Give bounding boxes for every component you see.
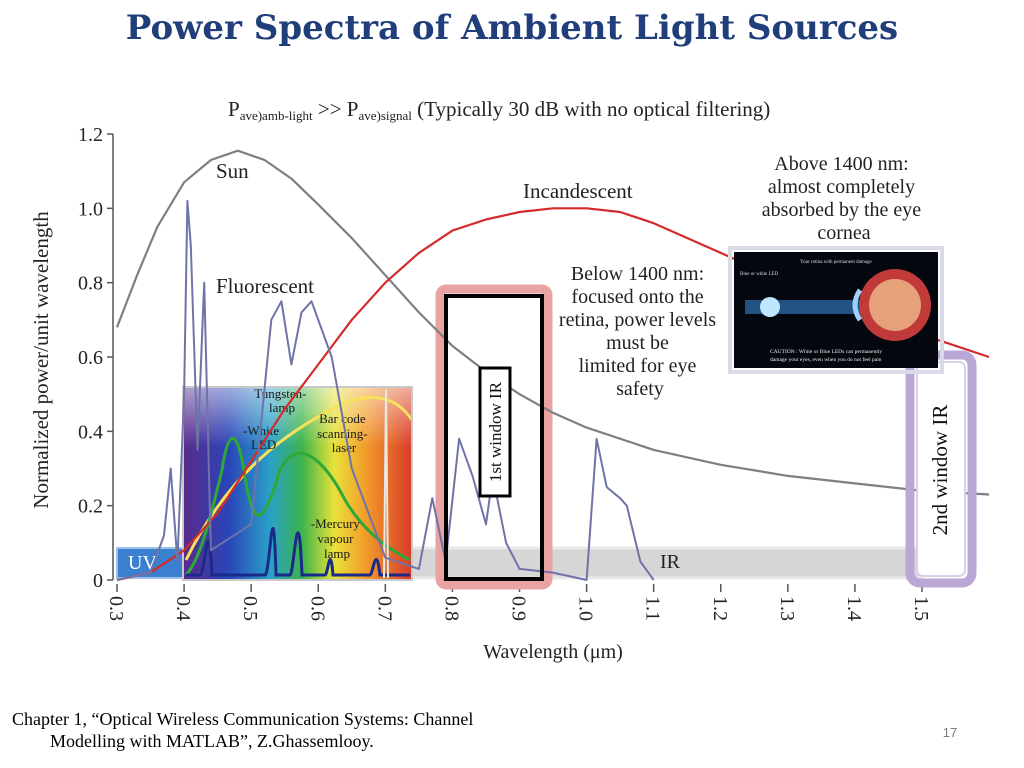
x-tick-label: 0.7 <box>373 596 395 621</box>
ir-band-label: IR <box>660 551 681 573</box>
inset-tungsten-curve <box>184 395 414 561</box>
x-tick-label: 0.6 <box>306 596 328 621</box>
eye-caution: CAUTION : White or Blue LEDs can permane… <box>770 349 884 363</box>
inset-white-led-curve <box>184 436 411 577</box>
header-equation: Pave)amb-light >> Pave)signal (Typically… <box>228 97 770 123</box>
ir-band <box>408 546 924 580</box>
x-tick-label: 1.0 <box>575 596 597 621</box>
y-tick-label: 0.6 <box>78 347 103 369</box>
inset-border <box>182 386 413 581</box>
series-label-fluorescent: Fluorescent <box>216 274 314 298</box>
window1-glow <box>435 284 553 590</box>
eye-caption-led: Blue or white LED <box>740 272 779 277</box>
x-tick-label: 1.2 <box>709 596 731 621</box>
eye-image-glow <box>728 246 944 374</box>
spectrum-figure: Pave)amb-light >> Pave)signal (Typically… <box>29 97 990 663</box>
eye-caption-top: Your retina with permanent damage <box>800 260 872 265</box>
x-tick-label: 0.5 <box>239 596 261 621</box>
x-axis-title: Wavelength (μm) <box>483 641 623 663</box>
x-tick-label: 0.3 <box>105 596 127 621</box>
eq-s1: ave)amb-light <box>240 108 313 123</box>
window1-label: 1st window IR <box>486 381 505 482</box>
eq-op: >> <box>313 97 347 121</box>
eq-p1: P <box>228 97 240 121</box>
eq-p2: P <box>347 97 359 121</box>
window2-label: 2nd window IR <box>928 405 952 536</box>
window1-frame <box>444 294 544 581</box>
x-tick-label: 0.9 <box>508 596 530 621</box>
caption-line-2: Modelling with MATLAB”, Z.Ghassemlooy. <box>50 731 374 751</box>
y-tick-label: 1.2 <box>78 124 103 146</box>
series-label-sun: Sun <box>216 159 249 183</box>
eq-note: (Typically 30 dB with no optical filteri… <box>412 97 770 121</box>
light-source-inset: Tungsten- lamp -White LED Bar code scann… <box>182 386 414 581</box>
slide-title: Power Spectra of Ambient Light Sources <box>125 8 899 48</box>
annotation-above-1400: Above 1400 nm: almost completely absorbe… <box>762 153 926 244</box>
led-light <box>760 297 780 317</box>
caption-line-1: Chapter 1, “Optical Wireless Communicati… <box>12 709 474 729</box>
x-tick-label: 1.3 <box>776 596 798 621</box>
x-tick-label: 1.4 <box>843 596 865 621</box>
x-tick-label: 1.1 <box>642 596 664 621</box>
axes: 0 0.2 0.4 0.6 0.8 1.0 1.2 0.3 0.4 0.5 0.6 0.7 0.8 0.9… <box>78 124 932 621</box>
y-tick-label: 1.0 <box>78 198 103 220</box>
x-tick-label: 0.8 <box>440 596 462 621</box>
y-axis-title: Normalized power/unit wavelength <box>29 211 53 509</box>
y-tick-label: 0.4 <box>78 421 103 443</box>
x-tick-label: 0.4 <box>172 596 194 621</box>
window1-label-box <box>478 366 512 498</box>
y-tick-label: 0 <box>93 570 103 592</box>
series-line-sun <box>115 149 990 496</box>
x-tick-label: 1.5 <box>910 596 932 621</box>
series-line-fluorescent <box>116 199 655 581</box>
eye-damage-image: Your retina with permanent damage Blue o… <box>728 246 944 374</box>
uv-band-label: UV <box>128 552 157 574</box>
y-tick-label: 0.2 <box>78 496 103 518</box>
eye-lens <box>852 288 863 322</box>
label-mercury-vapour-lamp: -Mercury vapour lamp <box>311 516 363 561</box>
series-label-incandescent: Incandescent <box>523 179 633 203</box>
eye-inner <box>869 279 921 331</box>
source-caption: Chapter 1, “Optical Wireless Communicati… <box>12 708 612 752</box>
eq-s2: ave)signal <box>358 108 412 123</box>
inset-laser-spike <box>383 389 389 579</box>
y-tick-label: 0.8 <box>78 273 103 295</box>
annotation-below-1400: Below 1400 nm: focused onto the retina, … <box>559 263 721 400</box>
page-number: 17 <box>942 725 958 740</box>
